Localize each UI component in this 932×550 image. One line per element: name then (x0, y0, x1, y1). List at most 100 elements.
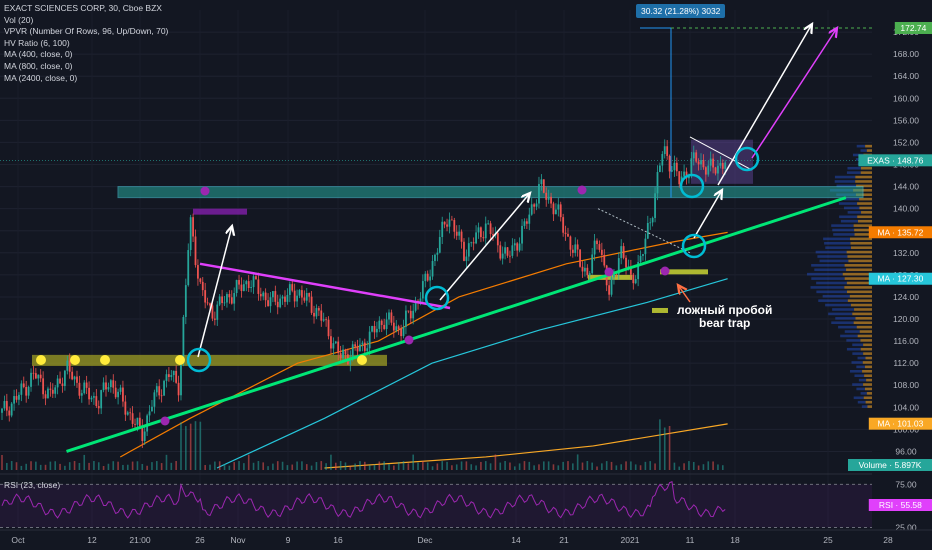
candle-body (593, 240, 596, 255)
candle-body (153, 392, 156, 407)
volume-profile-bar (832, 228, 855, 232)
price-tick-label: 140.00 (893, 204, 919, 214)
legend-indicator[interactable]: Vol (20) (4, 14, 34, 25)
volume-profile-bar (807, 272, 843, 276)
volume-bar (557, 465, 560, 470)
candle-body (373, 326, 376, 333)
volume-bar (315, 462, 318, 470)
candle-body (700, 160, 702, 165)
candle-body (359, 344, 361, 352)
touch-marker (70, 355, 80, 365)
candle-body (59, 378, 61, 384)
volume-bar (644, 461, 647, 470)
candle-body (44, 394, 47, 399)
candle-body (538, 184, 540, 204)
candle-body (477, 227, 480, 233)
candle-body (291, 284, 294, 291)
candle-body (192, 217, 194, 237)
volume-profile-bar (864, 374, 872, 377)
volume-profile-bar (843, 206, 860, 210)
volume-bar (165, 454, 168, 470)
candle-body (470, 242, 473, 244)
price-badge-label: MA · 135.72 (877, 227, 923, 237)
volume-profile-bar (853, 321, 872, 325)
candle-body (564, 232, 567, 234)
rsi-tick-label: 25.00 (895, 522, 917, 532)
candle-body (308, 293, 311, 297)
candle-body (247, 281, 250, 288)
legend-indicator[interactable]: MA (400, close, 0) (4, 49, 73, 60)
volume-profile-bar (856, 144, 866, 148)
candle-body (131, 413, 134, 424)
candle-body (262, 292, 265, 297)
volume-bar (659, 419, 661, 470)
rsi-line (1, 481, 726, 519)
volume-bar (243, 463, 245, 470)
volume-bar (717, 464, 719, 470)
candle-body (182, 316, 185, 364)
legend-indicator[interactable]: MA (800, close, 0) (4, 60, 73, 71)
volume-bar (615, 465, 618, 470)
volume-bar (209, 464, 211, 470)
candle-body (175, 370, 178, 383)
candle-body (109, 380, 112, 388)
candle-body (448, 219, 451, 227)
candle-body (661, 154, 664, 166)
volume-profile-bar (859, 197, 872, 201)
candle-body (1, 408, 3, 413)
volume-bar (518, 463, 521, 470)
legend-indicator[interactable]: HV Ratio (6, 100) (4, 37, 70, 48)
volume-bar (339, 461, 342, 470)
volume-bar (451, 465, 453, 470)
ma-2400-line (324, 423, 728, 469)
volume-bar (175, 461, 177, 470)
volume-profile-bar (856, 387, 865, 391)
time-tick-label: Nov (230, 535, 246, 545)
volume-profile-bar (847, 299, 872, 302)
candle-body (221, 296, 224, 303)
time-tick-label: 26 (195, 535, 205, 545)
candle-body (305, 293, 308, 301)
candle-body (697, 161, 700, 165)
candle-body (376, 328, 378, 333)
legend-indicator[interactable]: VPVR (Number Of Rows, 96, Up/Down, 70) (4, 26, 169, 37)
volume-bar (601, 463, 603, 470)
volume-bar (54, 461, 57, 470)
candle-body (259, 293, 262, 297)
volume-bar (194, 421, 197, 470)
volume-profile-bar (850, 241, 872, 245)
candle-body (107, 387, 110, 390)
volume-bar (44, 464, 47, 470)
volume-profile-bar (860, 171, 872, 174)
candle-body (339, 353, 342, 359)
volume-bar (156, 461, 158, 470)
downtrend-line (199, 262, 451, 310)
price-tick-label: 168.00 (893, 49, 919, 59)
volume-bar (475, 465, 477, 470)
pattern-marker (652, 307, 668, 313)
volume-profile-bar (844, 286, 872, 289)
volume-profile-bar (850, 303, 872, 307)
candle-body (453, 220, 456, 232)
candle-body (138, 417, 141, 427)
volume-profile-bar (867, 405, 872, 408)
volume-bar (146, 465, 148, 470)
touch-marker (357, 355, 367, 365)
time-tick-label: 21:00 (129, 535, 151, 545)
volume-profile-bar (832, 308, 855, 311)
rsi-legend[interactable]: RSI (23, close) (4, 480, 61, 490)
volume-bar (272, 463, 274, 470)
volume-profile-bar (846, 250, 872, 254)
candle-body (608, 285, 611, 295)
volume-profile-bar (864, 387, 872, 391)
volume-bar (489, 463, 492, 470)
projection-arrow (197, 226, 232, 358)
volume-profile-bar (847, 211, 862, 214)
volume-bar (344, 462, 347, 470)
volume-profile-bar (833, 233, 855, 236)
volume-bar (460, 461, 463, 470)
volume-profile-bar (834, 175, 856, 179)
legend-indicator[interactable]: MA (2400, close, 0) (4, 72, 78, 83)
candle-body (434, 254, 436, 261)
